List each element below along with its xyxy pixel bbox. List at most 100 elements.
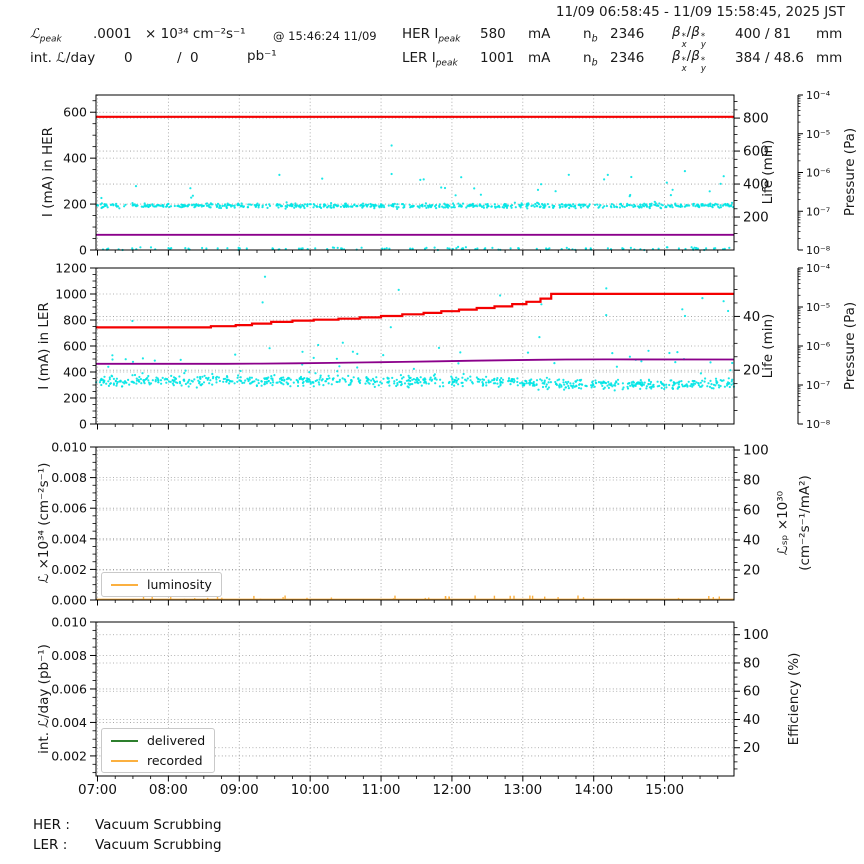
svg-text:10⁻⁵: 10⁻⁵ [806,301,830,314]
int-lum-value: 0 [124,50,133,66]
svg-text:0.010: 0.010 [51,440,87,455]
legend-recorded-row: recorded [111,753,205,768]
svg-text:200: 200 [743,210,769,226]
svg-text:0.004: 0.004 [51,715,87,730]
delivered-line-sample [111,739,138,742]
svg-text:40: 40 [743,712,760,728]
svg-text:10⁻⁴: 10⁻⁴ [806,89,831,102]
ler-status-label: LER : [33,837,68,853]
svg-text:400: 400 [743,177,769,193]
ler-ipeak-unit: mA [528,50,551,66]
ler-beta-label: β * x/β * y [672,48,706,74]
ler-beta-value: 384 / 48.6 [735,50,804,66]
svg-text:60: 60 [743,684,760,700]
svg-text:10:00: 10:00 [291,782,330,798]
svg-text:800: 800 [743,111,769,127]
her-nb-label: nb [583,26,598,45]
svg-text:10⁻⁵: 10⁻⁵ [806,128,830,141]
legend-delivered-row: delivered [111,733,205,748]
svg-text:200: 200 [63,391,87,406]
svg-text:0.002: 0.002 [51,748,87,763]
svg-text:80: 80 [743,655,760,671]
svg-text:08:00: 08:00 [149,782,188,798]
svg-text:20: 20 [743,563,760,579]
ler-beta-unit: mm [816,50,843,66]
svg-text:100: 100 [743,443,769,459]
svg-text:20: 20 [743,363,760,379]
svg-text:1200: 1200 [55,261,87,276]
svg-text:40: 40 [743,309,760,325]
svg-text:14:00: 14:00 [574,782,613,798]
svg-text:0.000: 0.000 [51,593,87,608]
axis-label-ler-current: I (mA) in LER [36,302,52,390]
recorded-line-sample [111,759,138,762]
svg-text:07:00: 07:00 [78,782,117,798]
lum-peak-label: ℒpeak [30,26,62,45]
svg-text:10⁻⁴: 10⁻⁴ [806,262,831,275]
svg-text:15:00: 15:00 [645,782,684,798]
svg-text:0.008: 0.008 [51,648,87,663]
ler-ipeak-value: 1001 [480,50,515,66]
svg-text:10⁻⁷: 10⁻⁷ [806,379,830,392]
ler-nb-value: 2346 [610,50,645,66]
svg-text:11:00: 11:00 [362,782,401,798]
svg-text:0.008: 0.008 [51,470,87,485]
svg-text:400: 400 [63,151,87,166]
svg-text:0.004: 0.004 [51,531,87,546]
svg-text:0.006: 0.006 [51,681,87,696]
svg-text:80: 80 [743,473,760,489]
svg-text:0: 0 [79,243,87,258]
her-ipeak-label: HER Ipeak [402,26,461,45]
int-lum-value2: 0 [190,50,199,66]
legend-delivered-label: delivered [147,733,206,748]
svg-text:12:00: 12:00 [432,782,471,798]
ler-status-value: Vacuum Scrubbing [95,837,222,853]
legend-integrated: delivered recorded [101,728,216,773]
axis-label-specific-luminosity: ℒₛₚ ×10³⁰ (cm⁻²s⁻¹/mA²) [775,475,813,571]
her-ipeak-unit: mA [528,26,551,42]
svg-text:60: 60 [743,503,760,519]
svg-text:40: 40 [743,533,760,549]
axis-label-int-luminosity: int. ℒ/day (pb⁻¹) [36,644,52,754]
int-lum-separator: / [177,50,182,66]
lum-peak-timestamp: @ 15:46:24 11/09 [273,29,377,43]
legend-recorded-label: recorded [147,753,203,768]
her-beta-label: β * x/β * y [672,24,706,50]
svg-text:1000: 1000 [55,287,87,302]
axis-label-life-her: Life (min) [760,139,776,205]
svg-text:0.010: 0.010 [51,615,87,630]
svg-text:600: 600 [743,144,769,160]
svg-text:400: 400 [63,365,87,380]
svg-text:200: 200 [63,197,87,212]
axis-label-pressure-her: Pressure (Pa) [842,127,858,217]
svg-text:600: 600 [63,105,87,120]
date-range: 11/09 06:58:45 - 11/09 15:58:45, 2025 JS… [555,4,845,20]
axis-label-her-current: I (mA) in HER [40,126,56,218]
legend-luminosity: luminosity [101,572,222,597]
her-status-value: Vacuum Scrubbing [95,817,222,833]
svg-text:10⁻⁸: 10⁻⁸ [806,418,831,431]
axis-label-luminosity: ℒ ×10³⁴ (cm⁻²s⁻¹) [36,462,52,584]
svg-text:09:00: 09:00 [220,782,259,798]
her-beta-value: 400 / 81 [735,26,792,42]
svg-text:800: 800 [63,313,87,328]
her-nb-value: 2346 [610,26,645,42]
axis-label-pressure-ler: Pressure (Pa) [842,301,858,391]
ler-ipeak-label: LER Ipeak [402,50,458,69]
svg-text:20: 20 [743,740,760,756]
svg-text:100: 100 [743,627,769,643]
svg-text:600: 600 [63,339,87,354]
svg-text:13:00: 13:00 [503,782,542,798]
axis-label-life-ler: Life (min) [760,313,776,379]
svg-text:10⁻⁶: 10⁻⁶ [806,167,831,180]
lum-peak-value: .0001 [93,26,132,42]
int-lum-label: int. ℒ/day [30,50,96,66]
legend-luminosity-row: luminosity [111,577,212,592]
her-status-label: HER : [33,817,70,833]
luminosity-line-sample [111,583,138,586]
svg-text:10⁻⁸: 10⁻⁸ [806,244,831,257]
int-lum-units: pb⁻¹ [247,48,277,64]
legend-luminosity-label: luminosity [147,577,212,592]
